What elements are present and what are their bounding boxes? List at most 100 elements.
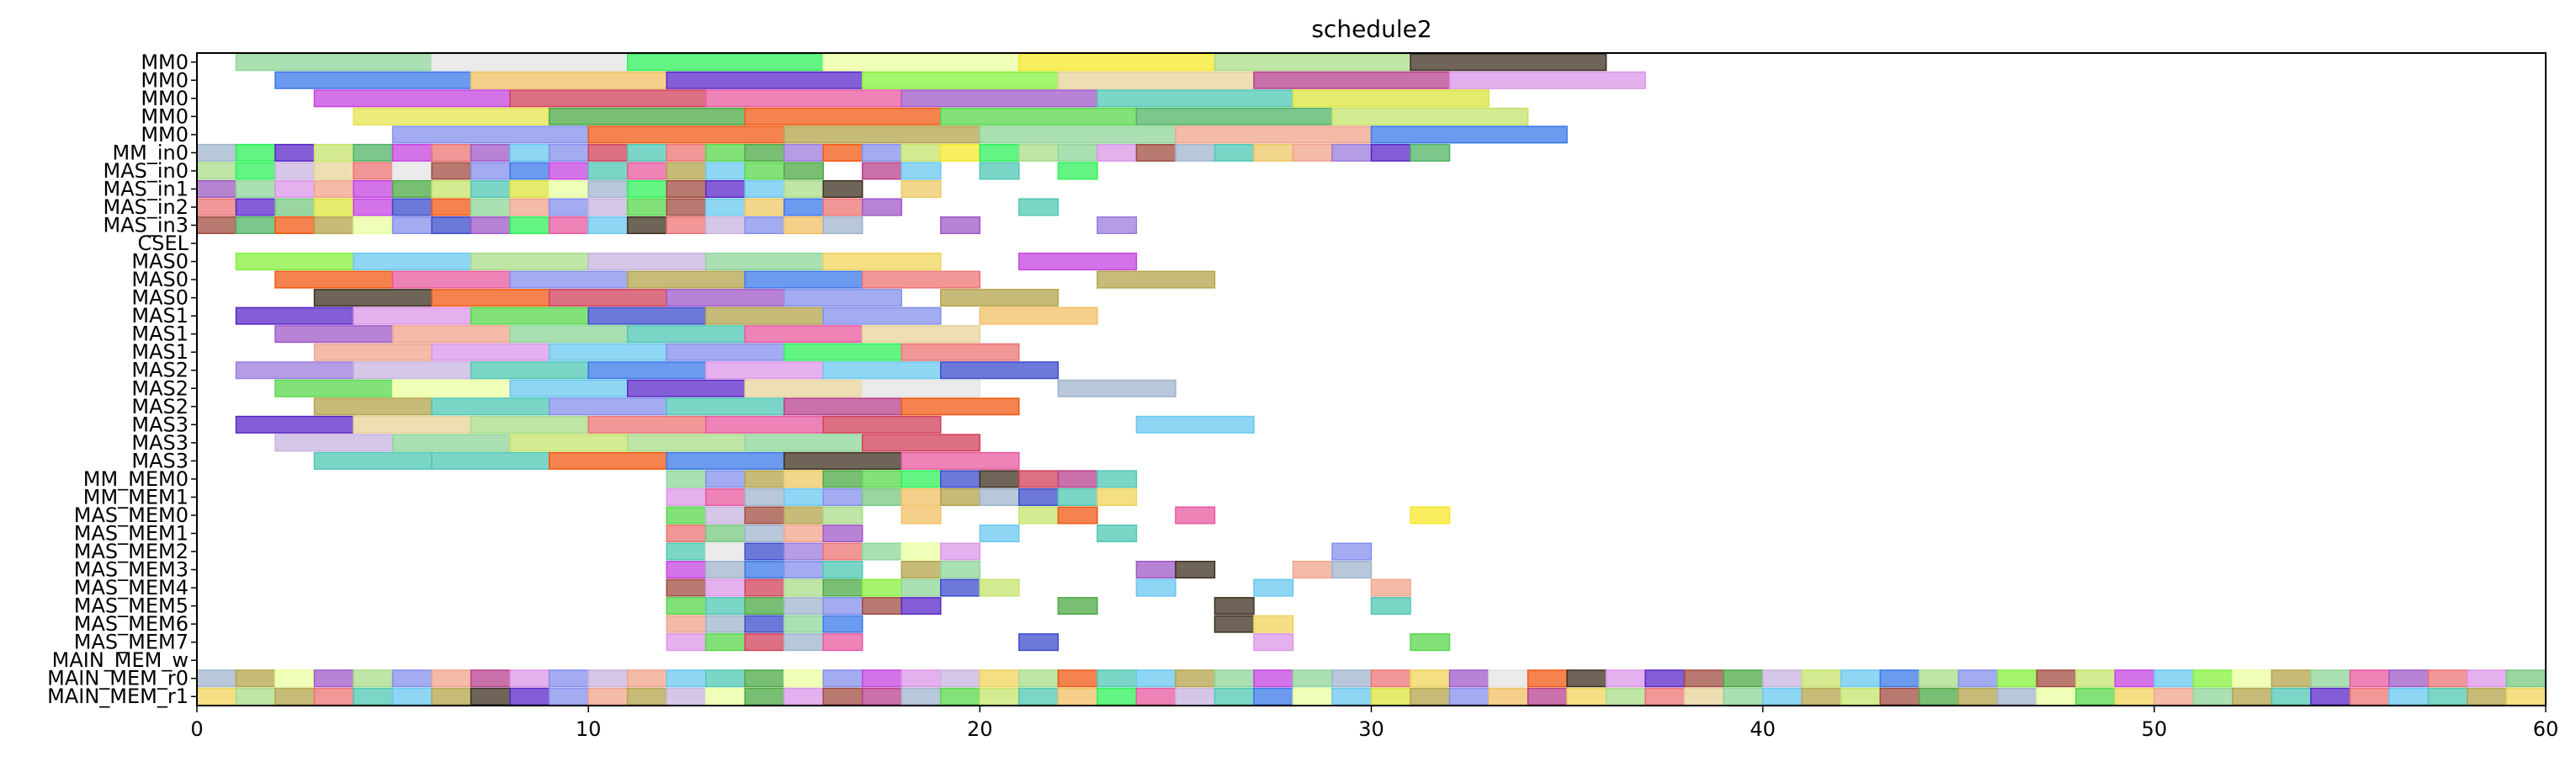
task-bar — [704, 198, 746, 216]
task-bar — [1879, 669, 1920, 688]
task-bar — [862, 470, 903, 488]
task-bar — [313, 89, 511, 108]
task-bar — [509, 216, 550, 235]
task-bar — [587, 669, 629, 688]
task-bar — [431, 289, 550, 307]
task-bar — [744, 270, 863, 289]
task-bar — [783, 524, 825, 542]
task-bar — [235, 198, 276, 216]
task-bar — [900, 143, 942, 162]
task-bar — [744, 669, 785, 688]
task-bar — [900, 669, 942, 688]
task-bar — [313, 143, 354, 162]
y-tick-label: MM0 — [141, 87, 189, 110]
task-bar — [509, 162, 550, 180]
task-bar — [704, 687, 746, 706]
task-bar — [940, 578, 981, 597]
task-bar — [196, 669, 237, 688]
task-bar — [470, 306, 589, 325]
task-bar — [235, 253, 354, 271]
task-bar — [2271, 687, 2312, 706]
task-bar — [1566, 669, 1607, 688]
task-bar — [1097, 488, 1138, 506]
task-bar — [822, 253, 942, 271]
y-tick-label: MAS_MEM4 — [74, 576, 189, 599]
task-bar — [666, 71, 863, 89]
task-bar — [1253, 143, 1294, 162]
task-bar — [548, 143, 589, 162]
task-bar — [2427, 669, 2468, 688]
task-bar — [940, 542, 981, 561]
task-bar — [666, 397, 785, 416]
task-bar — [862, 669, 903, 688]
task-bar — [353, 687, 394, 706]
task-bar — [274, 216, 316, 235]
task-bar — [1527, 669, 1568, 688]
task-bar — [704, 524, 746, 542]
task-bar — [666, 179, 707, 198]
task-bar — [313, 216, 354, 235]
task-bar — [1018, 53, 1216, 72]
task-bar — [235, 306, 354, 325]
task-bar — [704, 542, 746, 561]
task-bar — [1683, 669, 1724, 688]
task-bar — [626, 270, 746, 289]
task-bar — [2349, 669, 2390, 688]
task-bar — [822, 198, 863, 216]
y-tick-label: MAS_MEM6 — [74, 612, 189, 636]
task-bar — [900, 542, 942, 561]
task-bar — [235, 361, 354, 380]
y-tick-label: MAS1 — [131, 340, 189, 364]
y-tick-label: MAS_MEM0 — [74, 504, 189, 527]
task-bar — [2075, 687, 2117, 706]
y-tick-label: MAIN_MEM_r1 — [47, 685, 189, 708]
task-bar — [1018, 198, 1060, 216]
task-bar — [704, 253, 825, 271]
task-bar — [2349, 687, 2390, 706]
task-bar — [1214, 143, 1255, 162]
task-bar — [666, 488, 707, 506]
task-bar — [2271, 669, 2312, 688]
task-bar — [509, 687, 550, 706]
task-bar — [2192, 669, 2233, 688]
task-bar — [744, 488, 785, 506]
task-bar — [1214, 53, 1411, 72]
task-bar — [900, 561, 942, 579]
task-bar — [744, 470, 785, 488]
task-bar — [470, 687, 511, 706]
task-bar — [900, 397, 1020, 416]
task-bar — [744, 216, 785, 235]
task-bar — [2310, 687, 2351, 706]
task-bar — [1175, 669, 1216, 688]
task-bar — [979, 162, 1020, 180]
task-bar — [704, 615, 746, 633]
task-bar — [1448, 669, 1490, 688]
task-bar — [979, 669, 1020, 688]
task-bar — [862, 379, 981, 397]
y-axis: MM0MM0MM0MM0MM0MM_in0MAS_in0MAS_in1MAS_i… — [47, 51, 197, 708]
task-bar — [470, 361, 589, 380]
task-bar — [626, 434, 746, 452]
task-bar — [900, 687, 942, 706]
task-bar — [1057, 143, 1098, 162]
task-bar — [666, 633, 707, 652]
task-bar — [862, 597, 903, 615]
task-bar — [940, 216, 981, 235]
task-bar — [1292, 561, 1333, 579]
task-bar — [274, 434, 394, 452]
task-bar — [2114, 687, 2155, 706]
task-bar — [900, 578, 942, 597]
task-bar — [783, 470, 825, 488]
task-bar — [1410, 506, 1451, 525]
task-bar — [1331, 107, 1529, 125]
task-bar — [862, 325, 981, 344]
task-bar — [509, 198, 550, 216]
y-tick-label: CSEL — [137, 232, 189, 255]
task-bar — [940, 669, 981, 688]
task-bar — [822, 524, 863, 542]
task-bar — [940, 470, 981, 488]
task-bar — [626, 143, 667, 162]
task-bar — [274, 198, 316, 216]
task-bar — [235, 415, 354, 434]
